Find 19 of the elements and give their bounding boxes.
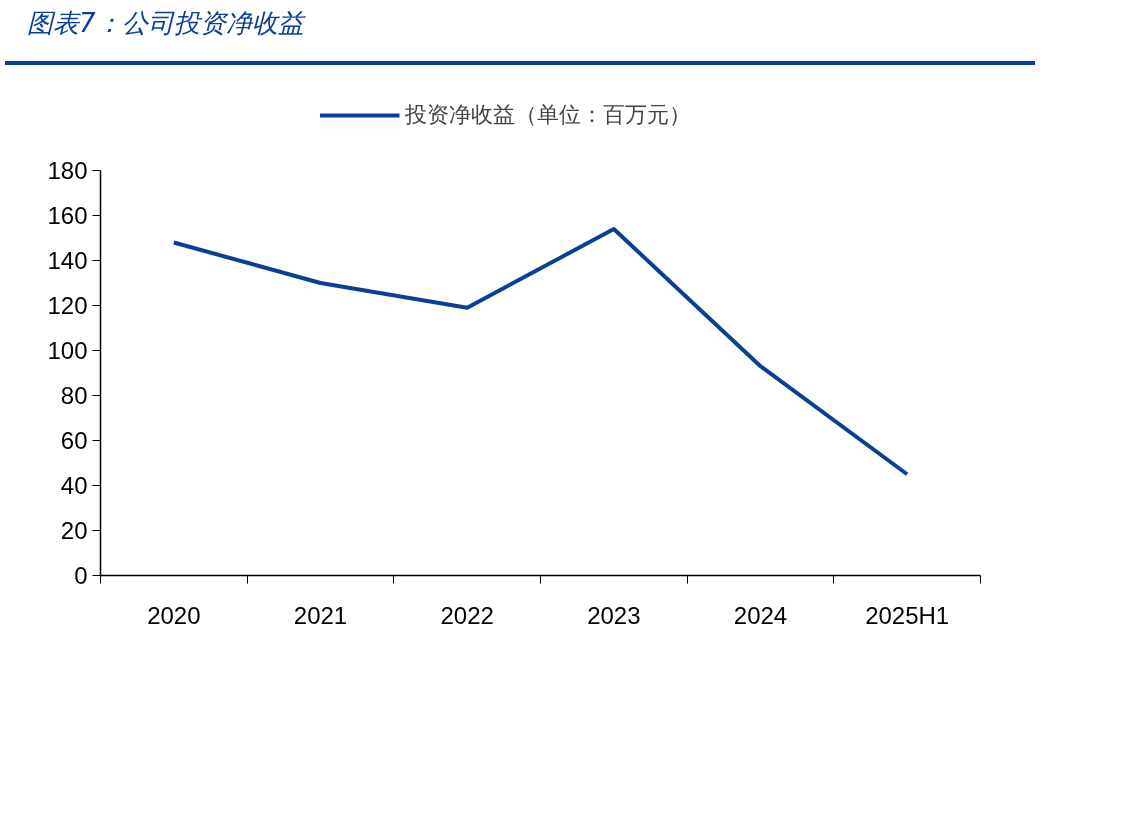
y-tick-label: 120 bbox=[47, 292, 88, 319]
y-tick-label: 0 bbox=[74, 562, 88, 589]
y-tick-label: 180 bbox=[47, 157, 88, 184]
y-tick-label: 40 bbox=[60, 472, 88, 499]
y-tick-label: 160 bbox=[47, 202, 88, 229]
x-tick-label: 2020 bbox=[147, 601, 201, 629]
x-tick-label: 2021 bbox=[293, 601, 348, 629]
y-tick-label: 80 bbox=[60, 382, 88, 409]
x-tick-label: 2024 bbox=[733, 601, 788, 629]
x-tick-label: 2025H1 bbox=[865, 601, 950, 629]
y-tick-label: 60 bbox=[60, 427, 88, 454]
y-tick-label: 100 bbox=[47, 337, 88, 364]
x-tick-label: 2022 bbox=[440, 601, 494, 629]
line-series bbox=[171, 227, 910, 477]
y-tick-label: 140 bbox=[47, 247, 88, 274]
x-tick-label: 2023 bbox=[587, 601, 641, 629]
chart-title: 图表7：公司投资净收益 bbox=[27, 7, 304, 40]
legend-label: 投资净收益（单位：百万元） bbox=[404, 101, 691, 129]
y-tick-label: 20 bbox=[60, 517, 88, 544]
